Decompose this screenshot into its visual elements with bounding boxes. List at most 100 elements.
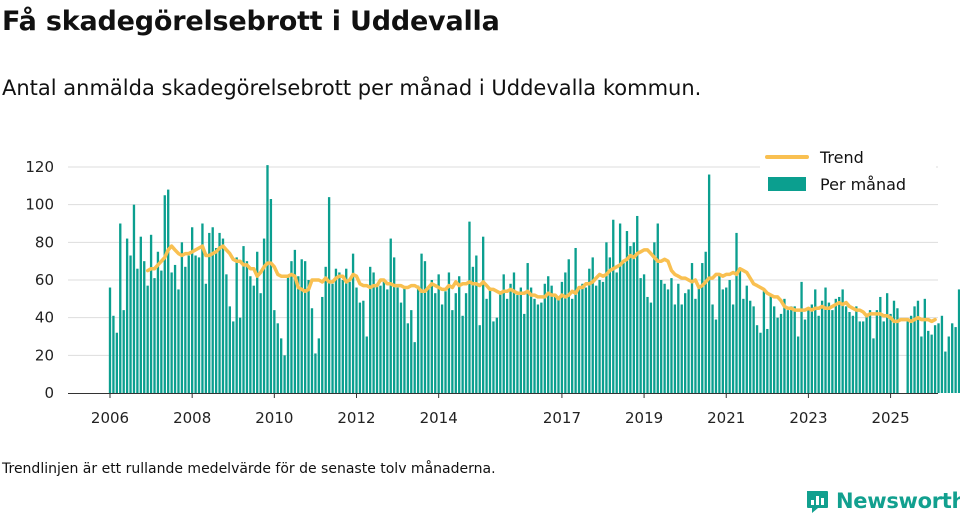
bar (636, 215, 639, 393)
bar (714, 319, 718, 393)
bar (629, 246, 632, 393)
bar (413, 342, 416, 393)
brand-name: Newsworthy (836, 489, 960, 513)
bar (139, 236, 142, 393)
x-tick-label: 2021 (707, 409, 745, 427)
bar (499, 291, 502, 393)
legend-bar-label: Per månad (820, 175, 906, 194)
bar (173, 264, 177, 393)
bar (632, 242, 635, 393)
bar (766, 328, 769, 393)
bar (372, 272, 375, 393)
bar (523, 313, 526, 393)
bar (783, 298, 786, 393)
bar (232, 321, 235, 393)
x-tick-label: 2010 (255, 409, 293, 427)
bar (458, 276, 461, 393)
bar (177, 289, 180, 393)
bar (410, 310, 413, 393)
bar (762, 291, 766, 393)
bar (581, 283, 584, 393)
bar (601, 281, 605, 393)
bar (779, 313, 783, 393)
bar (615, 272, 618, 393)
bar (276, 323, 279, 393)
bar (221, 238, 225, 393)
bar (594, 285, 598, 393)
bar (892, 300, 896, 393)
bar (420, 253, 423, 393)
x-tick-label: 2025 (871, 409, 909, 427)
legend: Trend Per månad (760, 143, 936, 203)
bar (793, 306, 796, 393)
bar (365, 336, 368, 393)
bar (800, 281, 803, 393)
bar (694, 298, 697, 393)
bar (334, 268, 338, 393)
bar (612, 219, 615, 393)
bar (885, 293, 889, 393)
bar (577, 289, 581, 393)
bar (827, 302, 831, 393)
bar (187, 255, 190, 393)
y-tick-label: 40 (35, 309, 54, 327)
bar (718, 274, 721, 393)
bar (149, 234, 153, 393)
bar (677, 283, 680, 393)
bar (909, 315, 913, 393)
per-month-bars (108, 165, 960, 393)
y-tick-label: 100 (25, 196, 54, 214)
bar (790, 306, 793, 393)
bar (437, 274, 440, 393)
bar (540, 302, 543, 393)
legend-bar-swatch (768, 177, 806, 191)
bar (882, 321, 885, 393)
bar (564, 272, 567, 393)
bar (125, 238, 129, 393)
bar (348, 281, 351, 393)
bar (550, 285, 553, 393)
bar (167, 189, 170, 393)
bar (642, 274, 646, 393)
bar (803, 319, 807, 393)
bar (536, 304, 540, 393)
bar (944, 351, 947, 393)
bar (440, 304, 444, 393)
legend-background (760, 143, 936, 203)
bar (307, 280, 310, 393)
bar (485, 298, 488, 393)
bar (451, 310, 454, 393)
bar (355, 287, 358, 393)
bar (482, 236, 485, 393)
chart-title: Få skadegörelsebrott i Uddevalla (2, 6, 500, 37)
bar (386, 289, 389, 393)
bar (136, 268, 139, 393)
bar (584, 287, 588, 393)
bar (547, 276, 550, 393)
bar (588, 268, 591, 393)
bar (204, 283, 208, 393)
bar (824, 287, 827, 393)
y-tick-label: 20 (35, 346, 54, 364)
bar (738, 268, 742, 393)
brand-logo: Newsworthy (804, 488, 960, 514)
bar (848, 312, 851, 393)
bar (430, 280, 433, 393)
bar (927, 330, 930, 393)
bar (858, 321, 861, 393)
bar (673, 304, 677, 393)
bar (889, 313, 892, 393)
bar (321, 296, 324, 393)
x-tick-label: 2019 (625, 409, 663, 427)
bar (574, 247, 577, 393)
bar (228, 306, 231, 393)
bar (423, 261, 427, 393)
bar (683, 293, 687, 393)
newsworthy-logo-icon (807, 491, 828, 513)
bar (666, 289, 670, 393)
bar (704, 251, 707, 393)
bar (416, 285, 420, 393)
bar (492, 321, 495, 393)
bar (844, 306, 848, 393)
bar (266, 165, 269, 393)
